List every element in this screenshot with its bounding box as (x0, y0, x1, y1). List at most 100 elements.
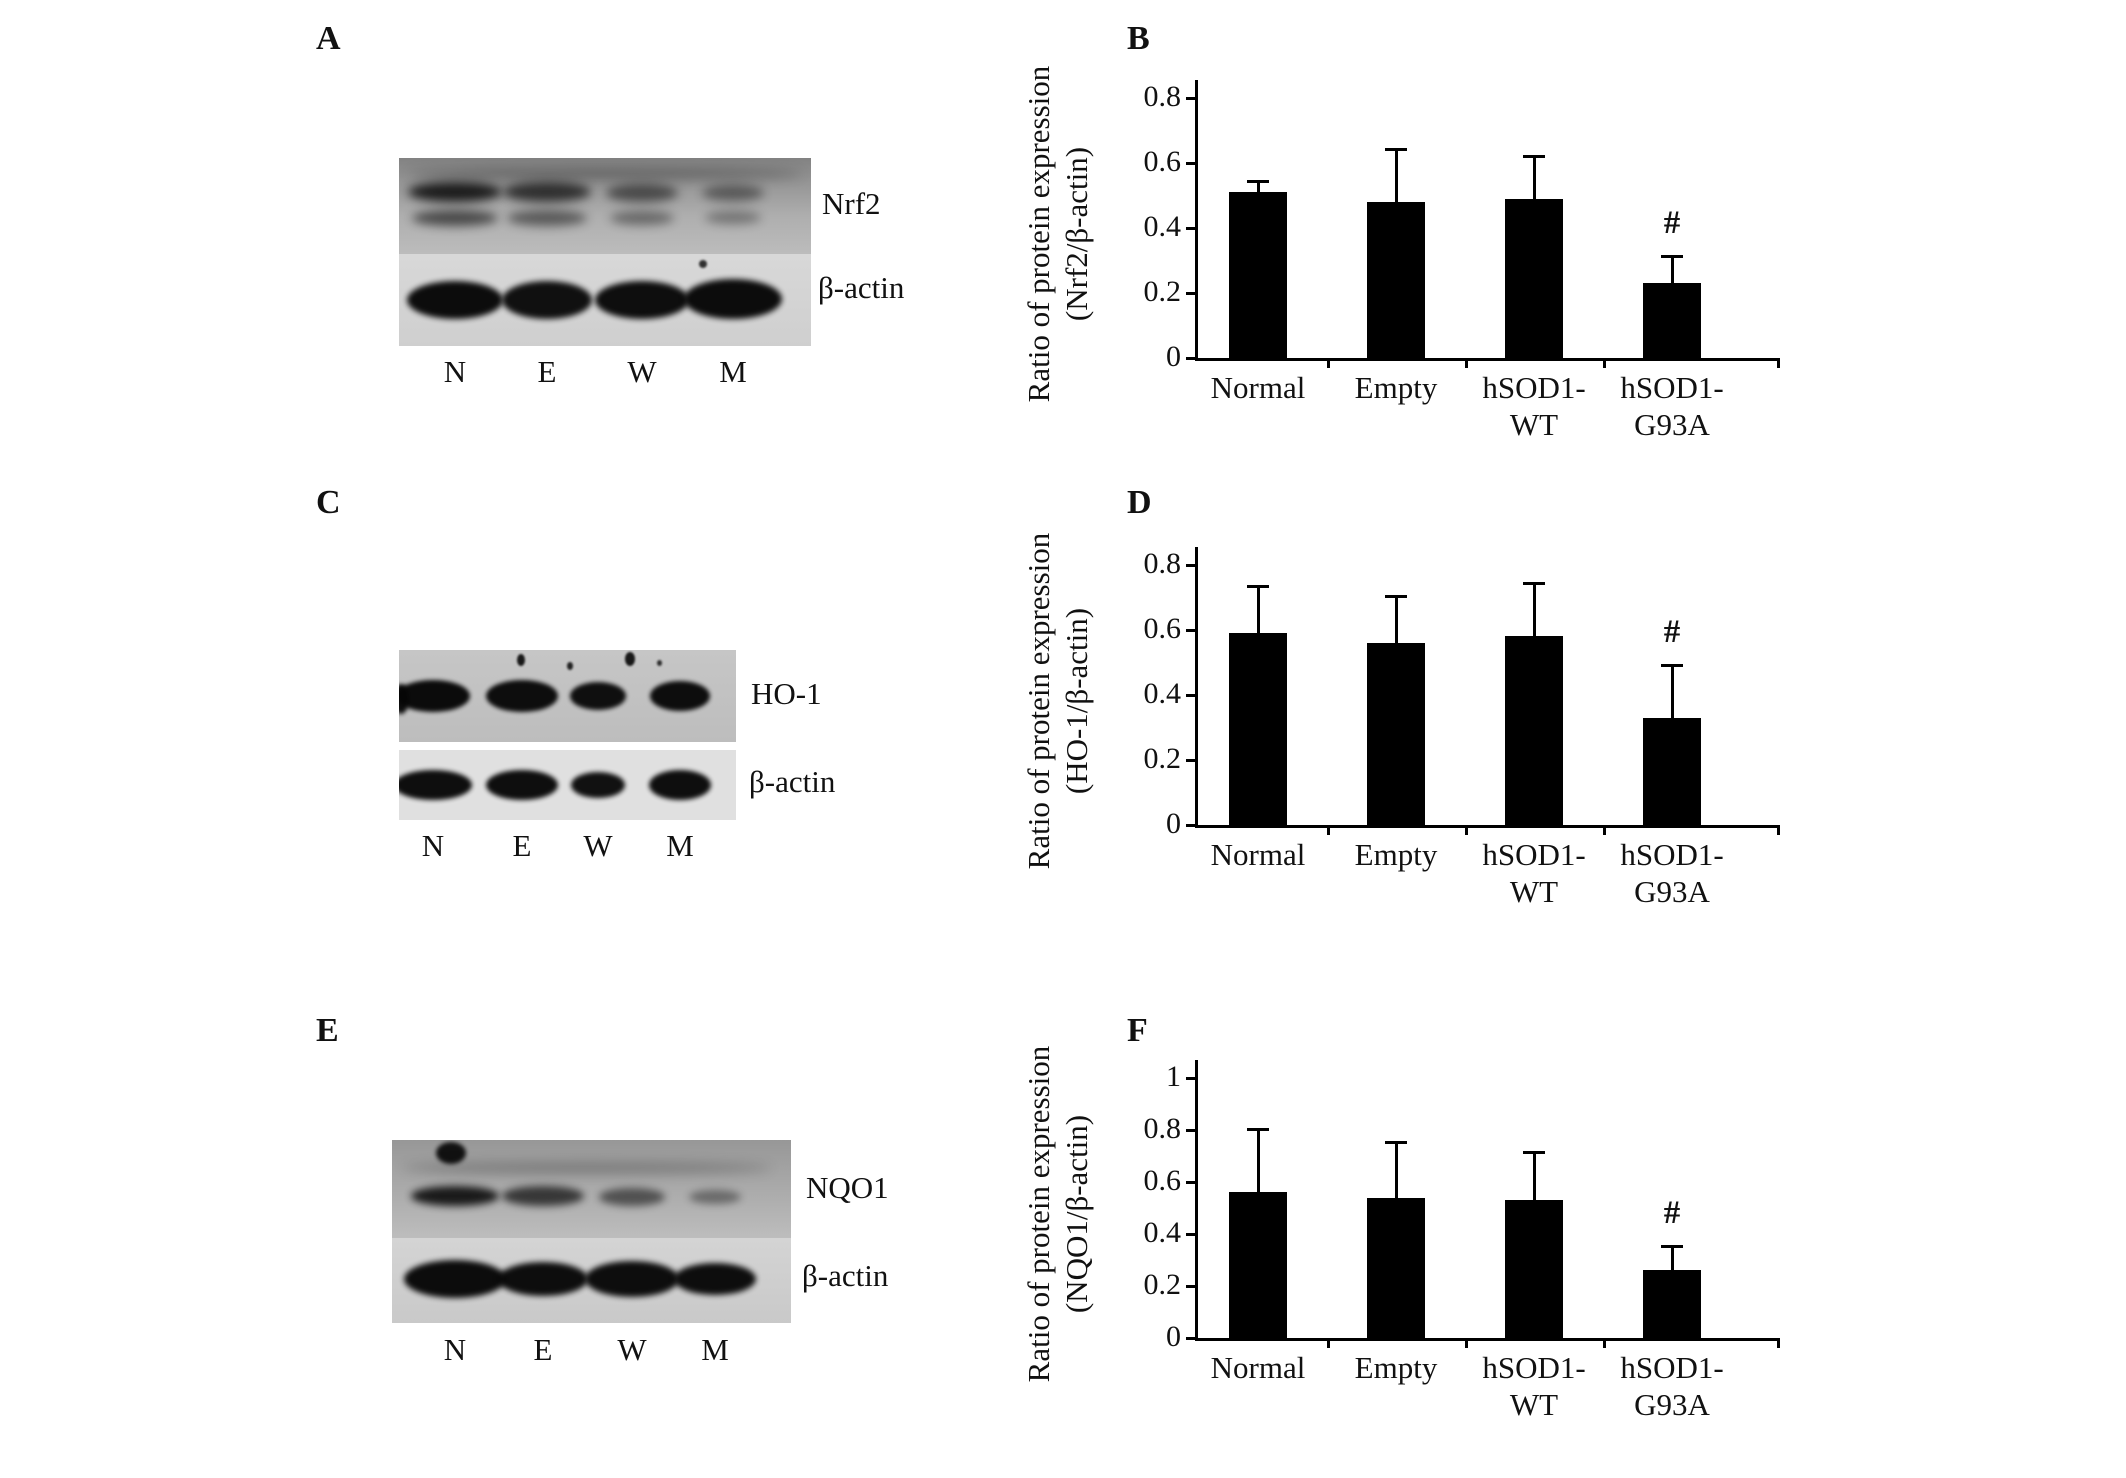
y-axis-tick (1186, 1129, 1195, 1132)
blot-strip-beta-actin (392, 1238, 791, 1323)
error-bar-whisker (1395, 150, 1398, 202)
blot-strip-beta-actin (399, 254, 811, 346)
x-category-label: Empty (1354, 1350, 1438, 1385)
blot-band (595, 281, 689, 319)
protein-label-beta-actin: β-actin (818, 270, 905, 305)
y-axis-title-line: Ratio of protein expression (1021, 1045, 1056, 1383)
x-axis-tick (1465, 1338, 1468, 1348)
error-bar-whisker (1533, 584, 1536, 636)
y-axis (1195, 80, 1198, 361)
blot-band (412, 210, 498, 226)
panel-label-D: D (1127, 484, 1152, 521)
western-blot-panel-a: Nrf2 β-actin N E W M (399, 158, 904, 398)
y-axis-title: Ratio of protein expression (HO-1/β-actin… (1020, 461, 1096, 941)
blot-band (399, 680, 470, 712)
error-bar-whisker (1257, 1130, 1260, 1192)
x-category-label: WT (1509, 874, 1559, 909)
significance-marker: # (1663, 613, 1681, 650)
panel-label-B: B (1127, 20, 1150, 57)
blot-band (684, 279, 782, 319)
blot-strip-nrf2 (399, 158, 811, 254)
protein-label-beta-actin: β-actin (802, 1258, 889, 1293)
blot-band (649, 770, 711, 800)
x-category-label: hSOD1- (1482, 837, 1586, 872)
error-bar-whisker (1257, 182, 1260, 192)
data-bar (1367, 1198, 1425, 1338)
y-axis-tick (1186, 227, 1195, 230)
y-axis-title-line: Ratio of protein expression (1021, 532, 1056, 870)
y-tick-label: 1 (1166, 1060, 1181, 1093)
y-axis-tick (1186, 694, 1195, 697)
protein-label-nqo1: NQO1 (806, 1170, 889, 1205)
blot-band (486, 770, 558, 800)
western-blot-panel-e: NQO1 β-actin N E W M (392, 1140, 889, 1380)
x-category-label: hSOD1- (1620, 370, 1724, 405)
blot-band (503, 182, 591, 202)
blot-band (570, 682, 626, 710)
x-axis-tick (1327, 358, 1330, 368)
blot-band (702, 185, 764, 201)
blot-band (411, 1186, 499, 1206)
y-tick-label: 0.4 (1143, 1216, 1182, 1249)
x-category-label: hSOD1- (1620, 1350, 1724, 1385)
error-bar-cap (1523, 582, 1545, 585)
x-axis (1195, 1338, 1780, 1341)
y-tick-label: 0.6 (1143, 612, 1182, 645)
error-bar-cap (1523, 155, 1545, 158)
blot-speckle (517, 654, 525, 666)
y-axis-title-line: Ratio of protein expression (1021, 65, 1056, 403)
blot-band (571, 772, 625, 798)
y-tick-label: 0 (1166, 1320, 1181, 1353)
protein-label-nrf2: Nrf2 (822, 186, 881, 221)
error-bar-cap (1247, 180, 1269, 183)
y-tick-label: 0.6 (1143, 145, 1182, 178)
blot-speckle (567, 662, 573, 670)
y-axis-tick (1186, 1233, 1195, 1236)
x-axis-tick (1327, 1338, 1330, 1348)
y-tick-label: 0.8 (1143, 547, 1182, 580)
blot-band (502, 1186, 584, 1206)
x-category-label: WT (1509, 407, 1559, 442)
x-axis (1195, 825, 1780, 828)
lane-label-w: W (617, 1332, 647, 1367)
y-axis-tick (1186, 97, 1195, 100)
y-axis-tick (1186, 1337, 1195, 1340)
bar-chart-panel-d: 0 0.2 0.4 0.6 0.8 Normal Empty hSOD1- WT hSOD1- G9… (1000, 495, 1880, 965)
lane-label-e: E (512, 828, 532, 863)
lane-label-e: E (533, 1332, 553, 1367)
lane-label-n: N (443, 1332, 467, 1367)
blot-band (407, 281, 503, 319)
error-bar-whisker (1533, 157, 1536, 199)
data-bar (1367, 202, 1425, 358)
y-axis-tick (1186, 629, 1195, 632)
y-axis-tick (1186, 1077, 1195, 1080)
error-bar-cap (1523, 1151, 1545, 1154)
error-bar-whisker (1671, 1247, 1674, 1270)
x-category-label: WT (1509, 1387, 1559, 1422)
error-bar-cap (1247, 585, 1269, 588)
error-bar-cap (1661, 255, 1683, 258)
blot-band (486, 680, 558, 712)
blot-band (404, 1260, 506, 1298)
blot-band (689, 1190, 741, 1204)
blot-band (674, 1263, 756, 1295)
error-bar-whisker (1395, 597, 1398, 643)
blot-band (650, 681, 710, 711)
blot-band (408, 182, 502, 202)
blot-band (402, 1162, 772, 1174)
y-tick-label: 0.2 (1143, 1268, 1182, 1301)
blot-band (436, 1142, 466, 1164)
y-tick-label: 0.8 (1143, 1112, 1182, 1145)
lane-label-m: M (701, 1332, 729, 1367)
x-category-label: Normal (1210, 1350, 1306, 1385)
x-category-label: hSOD1- (1482, 1350, 1586, 1385)
x-axis-tick (1777, 825, 1780, 835)
y-axis-tick (1186, 1181, 1195, 1184)
y-axis-tick (1186, 357, 1195, 360)
x-category-label: Empty (1354, 837, 1438, 872)
x-axis (1195, 358, 1780, 361)
x-axis-tick (1465, 358, 1468, 368)
y-tick-label: 0.6 (1143, 1164, 1182, 1197)
y-tick-label: 0.4 (1143, 210, 1182, 243)
data-bar (1229, 192, 1287, 358)
